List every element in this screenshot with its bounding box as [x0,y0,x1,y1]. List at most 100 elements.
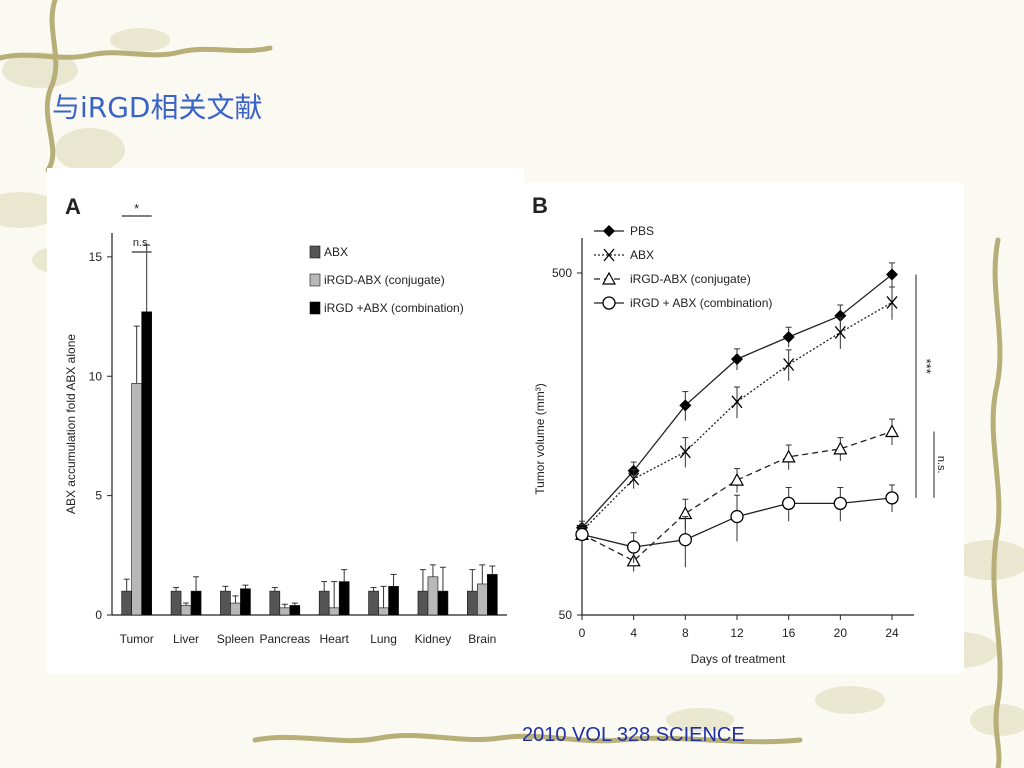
y-axis-label-b: Tumor volume (mm³) [533,383,547,495]
y-tick-label-a: 10 [89,369,103,383]
data-point [627,540,641,554]
bar [279,607,291,616]
chart-panel-a: A 0 5 10 15 ABX accumulation fold ABX alone Tu… [47,168,524,673]
chart-b-svg: B 50 500 0 4 8 12 16 20 24 Days of treatment Tumor … [532,193,947,666]
chart-panel-b: B 50 500 0 4 8 12 16 20 24 Days of treatment Tumor … [524,183,964,673]
data-point [730,509,744,524]
y-axis-label-a: ABX accumulation fold ABX alone [64,334,78,514]
x-tick-label-b: 8 [682,626,689,640]
slide-title: 与iRGD相关文献 [52,91,263,124]
data-point [731,395,743,409]
y-tick-label-b: 50 [559,608,573,622]
x-tick-label-a: Spleen [217,632,254,646]
bar [437,590,449,616]
x-tick-label-a: Kidney [415,632,452,646]
x-tick-label-a: Brain [468,632,496,646]
legend-marker-b [603,248,615,262]
x-tick-label-b: 0 [579,626,586,640]
vine-top [0,45,273,61]
ns-label-b: n.s. [935,456,947,474]
bar [230,602,241,616]
bar [417,590,429,616]
x-tick-label-a: Tumor [120,632,154,646]
legend-marker-b [602,296,616,310]
data-point [834,326,846,339]
bar [289,605,301,616]
x-tick-label-a: Liver [173,632,199,646]
legend-label-b: ABX [630,248,654,262]
y-tick-label-b: 500 [552,266,572,280]
vine-left [44,0,59,173]
x-tick-label-a: Lung [370,632,397,646]
citation-footer: 2010 VOL 328 SCIENCE [522,724,745,746]
legend-marker-b [601,271,617,285]
data-point [783,358,795,371]
bar [240,588,251,616]
data-point [679,445,691,459]
significance-star-a: * [134,201,139,216]
legend-label-a: iRGD +ABX (combination) [324,301,464,315]
vine-bottom [252,732,803,745]
ns-label-a: n.s. [133,237,151,249]
data-point [781,449,796,463]
bar [388,586,399,616]
bar [328,607,340,616]
bar [467,590,478,616]
data-point [782,496,796,511]
data-point [678,533,692,547]
data-point [575,527,589,542]
bar [477,583,488,616]
bar [338,581,350,616]
leaf-cluster-top-left [0,28,170,274]
legend-label-b: PBS [630,224,654,238]
legend-swatch-a [309,273,321,287]
data-point [628,472,640,486]
bar [180,605,192,616]
legend-label-a: ABX [324,245,348,259]
x-axis-label-b: Days of treatment [691,652,786,666]
data-point [884,424,900,438]
data-point [833,496,847,511]
data-point [833,441,848,455]
data-point [886,268,898,281]
y-tick-label-a: 5 [95,489,102,503]
vine-right [990,237,1003,768]
data-point [782,330,795,343]
bar [427,576,439,616]
x-tick-label-a: Pancreas [259,632,310,646]
bar [190,590,202,616]
y-tick-label-a: 0 [95,608,102,622]
data-point [886,296,898,309]
y-tick-label-a: 15 [89,250,103,264]
panel-label-a: A [65,194,81,219]
bar [141,311,152,616]
legend-swatch-a [309,245,321,259]
data-point [834,309,847,322]
data-point [729,472,745,486]
bar [269,590,281,616]
legend-label-b: iRGD-ABX (conjugate) [630,272,751,286]
x-tick-label-b: 24 [885,626,899,640]
series-1 [576,286,898,538]
x-tick-label-b: 20 [834,626,848,640]
data-point [885,491,899,505]
panel-label-b: B [532,193,548,218]
legend-swatch-a [309,301,321,315]
x-tick-label-b: 12 [730,626,744,640]
legend-label-b: iRGD + ABX (combination) [630,296,772,310]
legend-label-a: iRGD-ABX (conjugate) [324,273,445,287]
bar [378,607,389,616]
data-point [679,399,692,412]
x-tick-label-a: Heart [320,632,350,646]
data-point [731,353,743,366]
series-3 [575,484,899,568]
x-tick-label-b: 4 [630,626,637,640]
bar [220,590,231,616]
legend-marker-b [603,225,615,237]
bar [368,590,379,616]
bar [170,590,182,616]
significance-stars-b: *** [919,359,934,374]
x-tick-label-b: 16 [782,626,796,640]
chart-a-svg: A 0 5 10 15 ABX accumulation fold ABX alone Tu… [64,194,507,646]
bar [121,590,132,616]
